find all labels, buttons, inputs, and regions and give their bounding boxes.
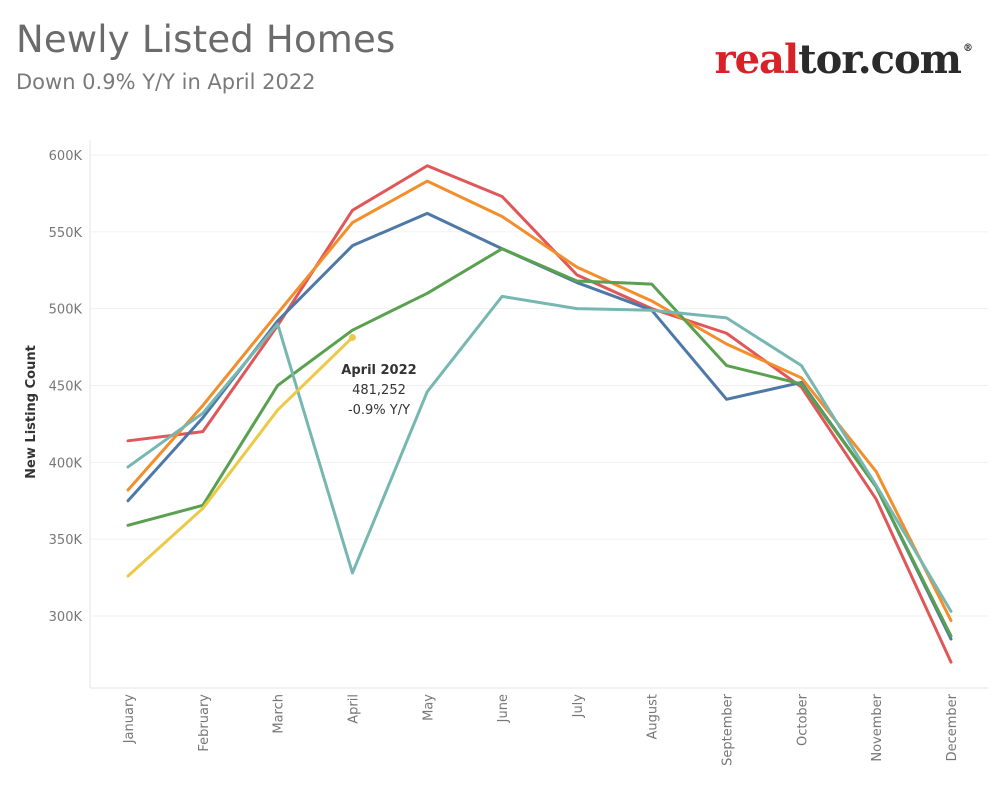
- line-series-yellow: [126, 335, 354, 578]
- gridlines: [90, 154, 988, 617]
- y-tick-label: 600K: [49, 149, 83, 164]
- line-series-red: [126, 164, 953, 664]
- logo-text-red: real: [714, 36, 800, 83]
- y-tick-label: 300K: [49, 610, 83, 625]
- line-series-orange: [126, 179, 953, 623]
- registered-mark: ®: [963, 43, 973, 54]
- x-tick-label: June: [496, 694, 511, 723]
- annotation-label: April 2022: [341, 363, 416, 378]
- annotation-group: April 2022 481,252 -0.9% Y/Y: [341, 333, 417, 418]
- y-tick-label: 450K: [49, 380, 83, 395]
- line-series-teal: [126, 294, 953, 613]
- y-tick-label: 550K: [49, 226, 83, 241]
- annotation-change: -0.9% Y/Y: [348, 403, 410, 418]
- y-axis-label: New Listing Count: [24, 345, 39, 479]
- y-tick-label: 350K: [49, 533, 83, 548]
- chart-title: Newly Listed Homes: [16, 18, 396, 61]
- x-tick-label: July: [571, 694, 586, 719]
- line-series-green: [126, 247, 953, 638]
- x-tick-label: September: [721, 693, 736, 766]
- x-tick-label: November: [870, 693, 885, 761]
- x-tick-label: April: [346, 694, 361, 724]
- x-tick-label: August: [646, 694, 661, 740]
- realtor-logo: realtor.com ®: [714, 36, 973, 83]
- annotation-point: [348, 333, 356, 341]
- x-tick-label: January: [122, 694, 137, 745]
- x-tick-label: October: [795, 693, 810, 746]
- x-tick-label: February: [197, 694, 212, 752]
- x-tick-label: March: [272, 694, 287, 734]
- y-tick-label: 500K: [49, 303, 83, 318]
- series-lines: [126, 164, 953, 664]
- y-tick-label: 400K: [49, 456, 83, 471]
- axes: 300K 350K 400K 450K 500K 550K 600K New Listing …: [24, 140, 988, 766]
- x-tick-label: May: [421, 694, 436, 721]
- x-tick-label: December: [945, 693, 960, 761]
- annotation-value: 481,252: [352, 383, 406, 398]
- logo-text-dark: tor.com: [798, 36, 962, 83]
- chart-subtitle: Down 0.9% Y/Y in April 2022: [16, 70, 316, 94]
